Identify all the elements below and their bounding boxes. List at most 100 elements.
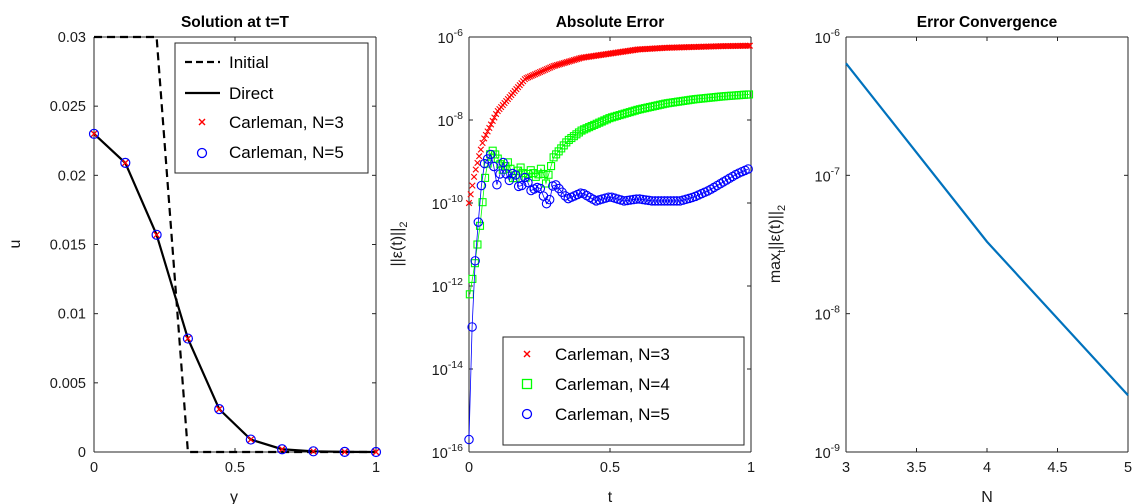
p2-n3-point-stroke bbox=[486, 124, 493, 132]
p2-n5-point bbox=[672, 196, 682, 206]
p3-ylabel-post: ||ε(t)|| bbox=[767, 211, 784, 250]
p1-initial-line bbox=[94, 35, 376, 454]
p2-n3-point bbox=[545, 65, 552, 72]
p2-n3-point-stroke bbox=[523, 74, 530, 82]
p2-n3-point-stroke bbox=[535, 69, 542, 76]
p2-n4-point bbox=[597, 117, 606, 126]
p2-n5-point bbox=[492, 179, 502, 190]
p2-n5-point bbox=[560, 191, 570, 201]
p2-n3-point-stroke bbox=[525, 74, 532, 81]
p2-marks bbox=[464, 42, 754, 445]
p2-xtick-label: 0 bbox=[465, 460, 473, 476]
p2-n3-point-stroke bbox=[477, 146, 485, 153]
p2-n4-point bbox=[630, 106, 639, 115]
panel-absolute-error: 0 0.5 1 10-16 10-14 10-12 10-10 10-8 10-6 Absolu… bbox=[389, 14, 755, 504]
p1-n3-point bbox=[153, 231, 161, 239]
p2-n3-point bbox=[472, 166, 479, 173]
p2-n4-point bbox=[605, 114, 614, 123]
p2-n3-point bbox=[528, 72, 535, 79]
p2-n3-point-stroke bbox=[533, 70, 540, 77]
p1-n5-point bbox=[339, 446, 350, 457]
p2-n5-point bbox=[544, 194, 555, 205]
p2-legend-n5: Carleman, N=5 bbox=[555, 405, 670, 424]
p2-ytick-label: 10-6 bbox=[438, 27, 464, 47]
p2-n3-point-stroke bbox=[489, 117, 496, 125]
p2-n4-point bbox=[602, 115, 611, 124]
p2-n4-point bbox=[590, 120, 599, 129]
p3-xlabel: N bbox=[981, 489, 993, 504]
p2-n4-point bbox=[478, 198, 487, 207]
p2-n4-point bbox=[607, 113, 617, 122]
p2-n3-point-stroke bbox=[536, 68, 544, 76]
p2-n3-point-stroke bbox=[545, 65, 552, 72]
p1-n3-point-stroke bbox=[247, 436, 255, 444]
p2-n4-point bbox=[539, 169, 548, 178]
p2-n3-point-stroke bbox=[543, 65, 551, 73]
p2-n3-point bbox=[548, 63, 556, 70]
p1-n3-point-stroke bbox=[372, 448, 380, 456]
p2-xlabel: t bbox=[608, 489, 613, 504]
p2-n5-point bbox=[647, 196, 657, 206]
p1-xtick-label: 0.5 bbox=[225, 460, 245, 476]
p2-n3-point bbox=[482, 131, 490, 139]
p2-n4-point bbox=[648, 102, 657, 111]
p2-n3-point-stroke bbox=[481, 135, 488, 142]
p2-n3-point-stroke bbox=[744, 42, 752, 49]
p3-ylabel: maxt||ε(t)||2 bbox=[767, 205, 788, 283]
p3-xtick-label: 4.5 bbox=[1047, 460, 1067, 476]
p2-n3-point bbox=[475, 153, 483, 160]
p2-n3-point bbox=[746, 42, 754, 49]
p2-n3-point-stroke bbox=[491, 114, 498, 121]
p1-n3-point-stroke bbox=[278, 445, 286, 453]
p1-n3-point-stroke bbox=[121, 159, 129, 167]
p2-n3-point-stroke bbox=[746, 42, 754, 49]
p2-n3-point bbox=[481, 135, 488, 142]
p3-xtick-label: 3.5 bbox=[906, 460, 926, 476]
p2-n4-point bbox=[592, 119, 601, 128]
p2-ytick-label: 10-14 bbox=[432, 359, 463, 379]
p2-n4-point bbox=[562, 138, 571, 147]
p2-n4-point bbox=[643, 103, 652, 112]
p1-ytick-label: 0.015 bbox=[50, 238, 86, 254]
p2-n3-point bbox=[479, 139, 486, 147]
p2-n3-point bbox=[489, 117, 496, 125]
p1-xtick-label: 0 bbox=[90, 460, 98, 476]
p2-n3-point-stroke bbox=[474, 159, 481, 167]
p2-n5-point bbox=[641, 195, 651, 205]
p1-n5-point bbox=[88, 128, 100, 139]
p2-n4-point bbox=[600, 116, 609, 125]
p2-n3-point bbox=[487, 121, 495, 128]
p1-n3-point bbox=[215, 405, 223, 413]
p1-n5-point bbox=[370, 446, 382, 458]
p1-n3-point bbox=[247, 436, 255, 444]
p1-n3-point bbox=[372, 448, 380, 456]
p2-n3-point-stroke bbox=[492, 110, 500, 118]
p1-n5-point bbox=[120, 157, 131, 168]
p2-n3-point-stroke bbox=[526, 73, 534, 80]
p2-legend-n4: Carleman, N=4 bbox=[555, 375, 670, 394]
p3-ylabel-pre: max bbox=[767, 253, 784, 283]
p2-legend-n3: Carleman, N=3 bbox=[555, 345, 670, 364]
panel-solution: 0 0.5 1 0 0.005 0.01 0.015 0.02 0.025 0.03 Soluti… bbox=[7, 14, 382, 504]
p2-n3-point bbox=[492, 110, 500, 118]
p2-n5-point bbox=[495, 169, 505, 179]
p2-n5-point bbox=[485, 149, 496, 160]
p2-n4-point bbox=[516, 163, 525, 172]
p2-n5-point bbox=[489, 161, 499, 172]
p3-marks bbox=[845, 62, 1129, 397]
p2-n3-point bbox=[467, 191, 474, 198]
p2-n5-point bbox=[662, 196, 673, 206]
p1-n3-point bbox=[278, 445, 286, 453]
p2-n4-point bbox=[481, 173, 490, 182]
p2-n5-point bbox=[501, 169, 511, 179]
p3-ylabel-sub: t bbox=[776, 250, 788, 253]
p2-n4-point bbox=[544, 170, 553, 179]
p2-n5-point bbox=[634, 194, 645, 204]
p1-ytick-label: 0.02 bbox=[58, 168, 86, 184]
p2-n5-point bbox=[743, 164, 753, 174]
p1-legend-direct: Direct bbox=[229, 84, 274, 103]
p2-legend: Carleman, N=3 Carleman, N=4 Carleman, N=… bbox=[502, 336, 745, 446]
p2-n4-point bbox=[628, 107, 637, 116]
p1-legend: Initial Direct Carleman, N=3 Carleman, N… bbox=[174, 42, 369, 174]
